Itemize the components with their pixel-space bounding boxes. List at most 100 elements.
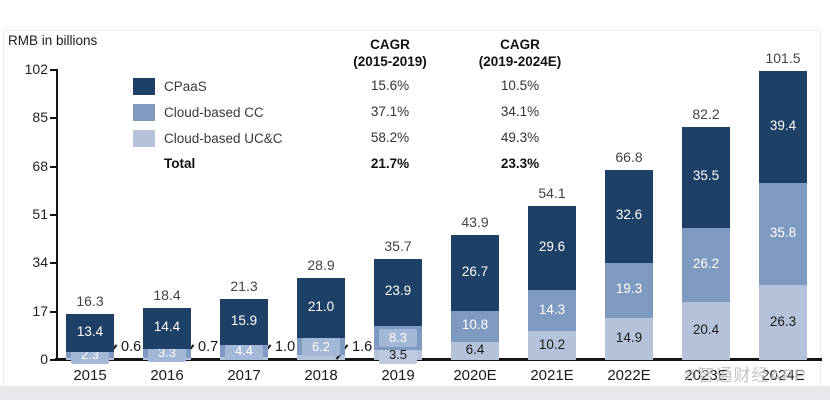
bar-total-label: 82.2 — [692, 105, 720, 122]
x-axis-label: 2020E — [453, 367, 497, 384]
bar-segment-cpaas — [528, 206, 576, 291]
bar-segment-cpaas — [451, 235, 499, 312]
y-axis-tick-mark — [50, 117, 57, 120]
segment-value-label: 13.4 — [76, 323, 104, 339]
legend-swatch-cc — [133, 104, 155, 121]
segment-value-label: 15.9 — [230, 313, 258, 329]
y-axis-tick-mark — [50, 165, 57, 168]
segment-value-label: 10.2 — [538, 336, 566, 352]
bar-segment-ucc — [759, 285, 807, 360]
cagr-value-total-2: 23.3% — [500, 156, 540, 171]
segment-value-label: 26.3 — [769, 313, 797, 329]
bar-total-label: 21.3 — [230, 278, 258, 295]
bar-total-label: 43.9 — [461, 214, 489, 231]
segment-value-chip: 3.5 — [379, 346, 417, 365]
y-axis-tick-label: 51 — [32, 206, 48, 222]
bar-segment-cpaas — [682, 126, 730, 228]
y-axis-tick-mark — [50, 310, 57, 313]
segment-value-label: 10.8 — [461, 317, 489, 333]
bar-total-label: 66.8 — [615, 149, 643, 166]
segment-value-label-outside: 0.7 — [198, 339, 219, 355]
bar-segment-cpaas — [66, 313, 114, 352]
bar-segment-ucc — [682, 302, 730, 360]
segment-value-label: 19.3 — [615, 281, 643, 297]
x-axis-line — [55, 358, 822, 361]
bar-segment-cpaas — [220, 299, 268, 345]
segment-value-label: 29.6 — [538, 239, 566, 255]
segment-value-label: 14.9 — [615, 329, 643, 345]
y-axis-tick-mark — [50, 359, 57, 361]
bar-total-label: 28.9 — [307, 257, 335, 274]
x-axis-label: 2019 — [381, 367, 415, 384]
segment-value-label-outside: 1.0 — [275, 339, 296, 355]
segment-value-label: 14.3 — [538, 301, 566, 317]
bar-segment-cpaas — [297, 278, 345, 338]
cagr-value-ucc-1: 58.2% — [370, 130, 410, 145]
bar-segment-ucc — [528, 331, 576, 360]
cagr-value-cc-1: 37.1% — [370, 104, 410, 119]
bar-segment-cc — [682, 227, 730, 302]
legend-label-ucc: Cloud-based UC&C — [164, 131, 283, 146]
y-axis-tick-label: 0 — [40, 351, 48, 367]
bar-segment-cc — [528, 290, 576, 331]
cagr-value-cpaas-2: 10.5% — [500, 78, 540, 93]
segment-value-chip: 8.3 — [379, 329, 417, 348]
cagr-header-2019-2024: CAGR (2019-2024E) — [465, 36, 575, 70]
y-axis-tick-label: 102 — [24, 61, 48, 77]
bar-segment-cpaas — [759, 71, 807, 184]
bar-total-label: 18.4 — [153, 286, 181, 303]
segment-value-label-outside: 1.6 — [352, 339, 373, 355]
x-axis-label: 2015 — [73, 367, 107, 384]
y-axis-tick-label: 34 — [32, 254, 48, 271]
bar-total-label: 35.7 — [384, 237, 412, 254]
x-axis-label: 2017 — [227, 367, 261, 384]
segment-value-chip: 3.3 — [148, 344, 186, 363]
segment-value-label-outside: 0.6 — [121, 339, 142, 355]
segment-value-chip: 4.4 — [225, 341, 263, 360]
cagr-header-line1: CAGR — [370, 37, 410, 52]
bar-total-label: 16.3 — [76, 292, 104, 309]
cagr-header-2015-2019: CAGR (2015-2019) — [335, 36, 445, 70]
segment-value-label: 35.5 — [692, 168, 720, 184]
segment-value-label: 39.4 — [769, 118, 797, 134]
bar-segment-cc — [605, 262, 653, 318]
bar-segment-ucc — [297, 355, 345, 360]
y-axis-tick-mark — [50, 262, 57, 265]
bar-segment-ucc — [605, 317, 653, 360]
footer-strip — [0, 386, 830, 400]
watermark: ©智通财经APP — [684, 366, 807, 385]
x-axis-label: 2022E — [607, 367, 651, 384]
y-axis-tick-label: 17 — [32, 302, 48, 319]
y-axis-tick-label: 68 — [32, 157, 48, 174]
bar-segment-cpaas — [605, 170, 653, 263]
cagr-value-cpaas-1: 15.6% — [370, 78, 410, 93]
axis-unit-label: RMB in billions — [8, 33, 98, 48]
bar-segment-cpaas — [374, 258, 422, 327]
bar-segment-cc — [759, 183, 807, 286]
segment-value-label: 32.6 — [615, 207, 643, 223]
segment-value-chip: 6.2 — [302, 337, 340, 356]
legend-label-cpaas: CPaaS — [164, 79, 207, 94]
bar-segment-cc — [451, 311, 499, 342]
legend-swatch-cpaas — [133, 78, 155, 95]
legend-swatch-ucc — [133, 130, 155, 147]
legend-label-cc: Cloud-based CC — [164, 105, 264, 120]
y-axis-tick-mark — [50, 214, 57, 216]
segment-value-label: 26.7 — [461, 264, 489, 280]
bar-total-label: 54.1 — [538, 185, 566, 202]
bar-segment-cpaas — [143, 307, 191, 349]
cagr-header-line2: (2019-2024E) — [478, 54, 562, 69]
y-axis-tick-mark — [50, 69, 57, 71]
y-axis-tick-label: 85 — [32, 109, 48, 126]
cagr-value-cc-2: 34.1% — [500, 104, 540, 119]
bar-total-label: 101.5 — [765, 50, 801, 67]
bar-segment-ucc — [451, 341, 499, 360]
segment-value-label: 6.4 — [465, 341, 485, 357]
segment-value-label: 23.9 — [384, 283, 412, 299]
y-axis-line — [56, 69, 58, 360]
cagr-header-line1: CAGR — [500, 37, 540, 52]
segment-value-label: 21.0 — [307, 298, 335, 314]
segment-value-label: 35.8 — [769, 225, 797, 241]
